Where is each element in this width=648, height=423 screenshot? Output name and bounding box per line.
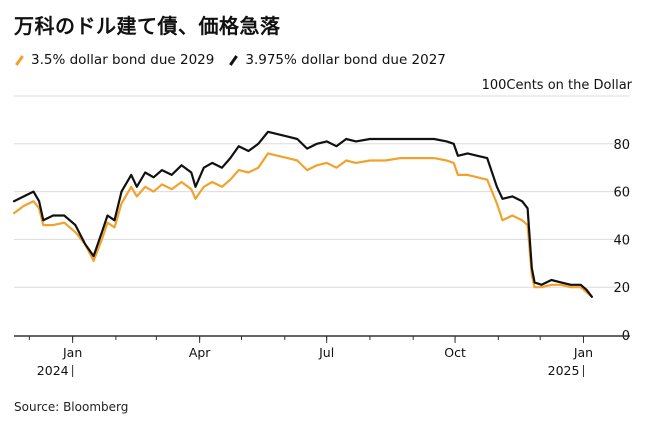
source-note: Source: Bloomberg: [14, 400, 129, 414]
x-tick-label-0: Jan: [62, 345, 82, 360]
year-label-2025: 2025: [548, 363, 580, 378]
legend-label-2029: 3.5% dollar bond due 2029: [31, 52, 215, 68]
legend: 3.5% dollar bond due 2029 3.975% dollar …: [14, 52, 446, 68]
y-tick-label-60: 60: [613, 186, 630, 201]
x-tick-label-1: Apr: [189, 345, 211, 360]
legend-item-2029: 3.5% dollar bond due 2029: [14, 52, 214, 68]
year-label-2024: 2024: [37, 363, 69, 378]
legend-label-2027: 3.975% dollar bond due 2027: [245, 52, 446, 68]
x-tick-label-2: Jul: [318, 345, 334, 360]
legend-item-2027: 3.975% dollar bond due 2027: [228, 52, 446, 68]
series-line-2029: [12, 152, 594, 298]
chart-title: 万科のドル建て債、価格急落: [14, 14, 281, 38]
y-tick-label-80: 80: [613, 138, 630, 153]
x-tick-label-3: Oct: [444, 345, 466, 360]
units-label: 100Cents on the Dollar: [481, 78, 632, 93]
y-tick-label-20: 20: [613, 281, 630, 296]
series-line-2027: [12, 130, 594, 298]
x-tick-label-4: Jan: [573, 345, 593, 360]
y-tick-label-40: 40: [613, 233, 630, 248]
